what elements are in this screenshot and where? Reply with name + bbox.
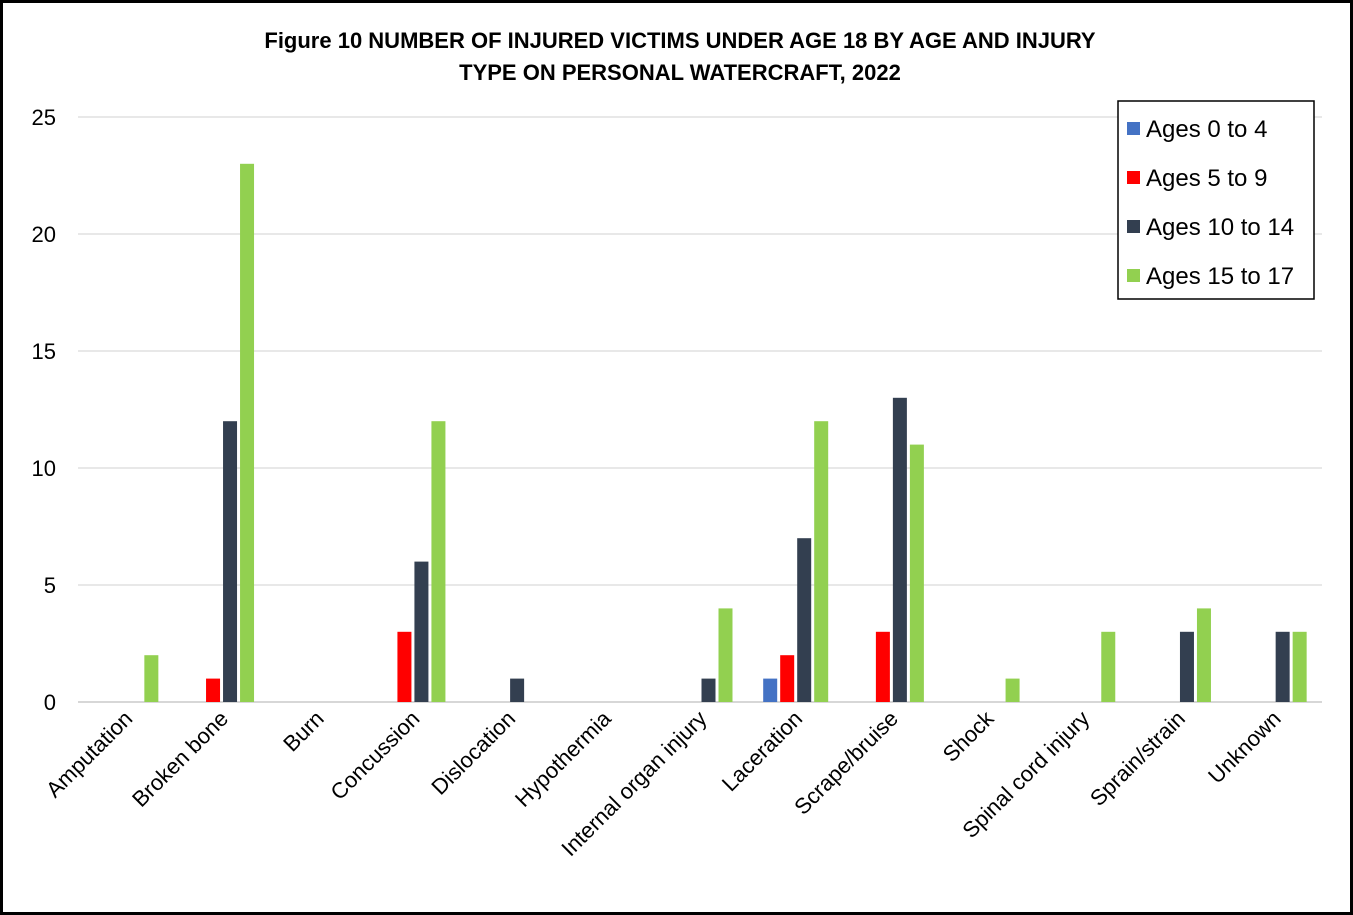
bar	[797, 538, 812, 702]
bar	[510, 678, 525, 702]
bar	[780, 655, 795, 702]
bar	[1179, 631, 1194, 702]
y-tick-label: 20	[32, 222, 56, 247]
bar	[223, 421, 238, 702]
chart-title-line-2: TYPE ON PERSONAL WATERCRAFT, 2022	[459, 60, 901, 85]
bar	[1196, 608, 1211, 702]
legend-swatch	[1127, 122, 1140, 135]
bar	[240, 163, 255, 703]
legend-swatch	[1127, 171, 1140, 184]
y-tick-label: 15	[32, 339, 56, 364]
bar	[875, 631, 890, 702]
bar	[718, 608, 733, 702]
y-tick-label: 0	[44, 690, 56, 715]
bar	[763, 678, 778, 702]
bar	[206, 678, 221, 702]
bar	[431, 421, 446, 702]
bar	[909, 444, 924, 702]
y-tick-label: 25	[32, 105, 56, 130]
legend-label: Ages 10 to 14	[1146, 214, 1294, 241]
y-tick-label: 5	[44, 573, 56, 598]
legend-label: Ages 0 to 4	[1146, 116, 1267, 143]
bar	[414, 561, 429, 702]
bar	[144, 655, 159, 702]
legend-label: Ages 15 to 17	[1146, 263, 1294, 290]
bar	[892, 397, 907, 702]
legend-box	[1117, 100, 1315, 300]
bar	[1275, 631, 1290, 702]
bar	[397, 631, 412, 702]
legend-label: Ages 5 to 9	[1146, 165, 1267, 192]
bar	[814, 421, 829, 702]
legend-swatch	[1127, 220, 1140, 233]
y-tick-label: 10	[32, 456, 56, 481]
bar	[1101, 631, 1116, 702]
legend-swatch	[1127, 269, 1140, 282]
bar	[1292, 631, 1307, 702]
bars	[144, 163, 1307, 703]
chart-title-line-1: Figure 10 NUMBER OF INJURED VICTIMS UNDE…	[264, 28, 1096, 53]
legend: Ages 0 to 4 Ages 5 to 9 Ages 10 to 14 Ages …	[1117, 100, 1315, 300]
y-axis-ticks: 0 5 10 15 20 25	[32, 105, 56, 715]
bar	[1005, 678, 1020, 702]
bar	[701, 678, 716, 702]
